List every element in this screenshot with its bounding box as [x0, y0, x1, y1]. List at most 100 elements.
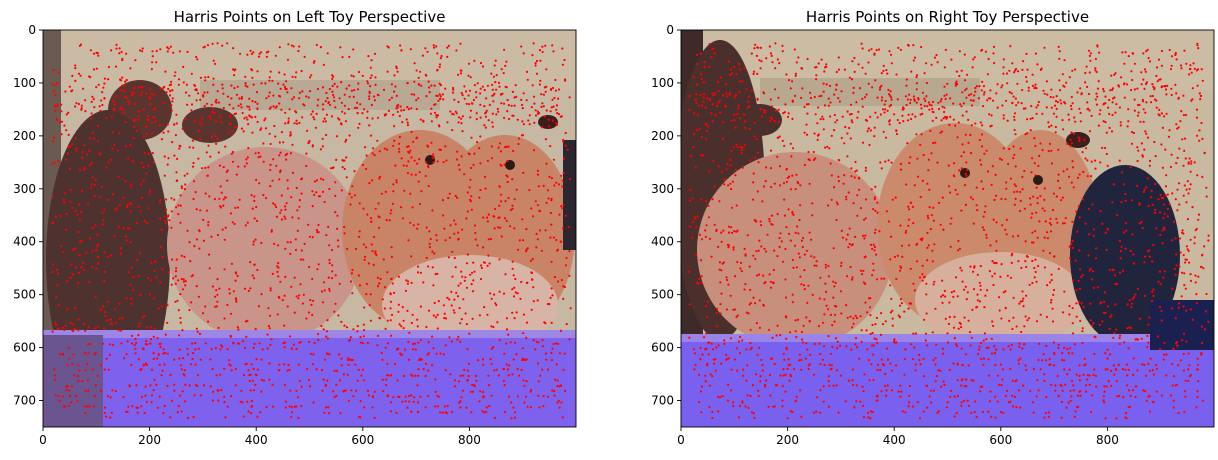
harris-point: [1005, 187, 1008, 190]
harris-point: [995, 92, 998, 95]
harris-point: [93, 395, 96, 398]
harris-point: [443, 312, 446, 315]
harris-point: [1148, 60, 1152, 63]
harris-point: [752, 412, 755, 415]
harris-point: [1030, 216, 1033, 219]
harris-point: [543, 115, 546, 118]
harris-point: [758, 273, 761, 276]
harris-point: [1050, 298, 1053, 302]
harris-point: [168, 219, 171, 222]
harris-point: [86, 153, 89, 156]
harris-point: [849, 315, 852, 318]
harris-point: [198, 332, 202, 336]
harris-point: [77, 102, 80, 106]
harris-point: [232, 290, 235, 293]
harris-point: [1032, 241, 1035, 244]
harris-point: [432, 284, 435, 287]
harris-point: [1054, 100, 1058, 103]
harris-point: [794, 330, 797, 333]
harris-point: [1130, 142, 1133, 145]
harris-point: [848, 227, 851, 230]
harris-point: [838, 100, 842, 103]
harris-point: [1051, 208, 1055, 212]
harris-point: [982, 228, 986, 231]
harris-point: [545, 109, 548, 112]
harris-point: [1151, 400, 1154, 403]
harris-point: [530, 278, 534, 281]
harris-point: [1106, 228, 1109, 231]
harris-point: [502, 379, 505, 383]
harris-point: [441, 93, 444, 96]
harris-point: [209, 358, 212, 361]
harris-point: [93, 405, 96, 408]
harris-point: [1062, 84, 1065, 87]
harris-point: [134, 337, 137, 340]
harris-point: [484, 187, 487, 190]
harris-point: [396, 348, 399, 351]
harris-point: [537, 112, 540, 115]
harris-point: [945, 406, 949, 409]
harris-point: [254, 238, 257, 241]
harris-point: [711, 198, 714, 201]
harris-point: [532, 286, 535, 289]
harris-point: [213, 198, 216, 201]
harris-point: [103, 82, 106, 85]
harris-point: [1011, 62, 1014, 65]
harris-point: [129, 67, 132, 70]
harris-point: [1184, 261, 1187, 264]
harris-point: [476, 82, 479, 85]
harris-point: [717, 90, 720, 93]
harris-point: [81, 150, 84, 153]
harris-point: [389, 374, 392, 377]
harris-point: [455, 112, 458, 115]
harris-point: [78, 168, 82, 171]
harris-point: [884, 160, 887, 163]
harris-point: [101, 103, 104, 107]
harris-point: [226, 95, 230, 98]
harris-point: [92, 98, 95, 101]
harris-point: [1124, 192, 1127, 196]
harris-point: [1079, 268, 1082, 271]
harris-point: [1033, 137, 1036, 140]
harris-point: [1012, 157, 1015, 160]
harris-point: [215, 101, 218, 104]
harris-point: [458, 168, 461, 171]
harris-point: [1153, 98, 1156, 101]
harris-point: [135, 258, 139, 261]
harris-point: [1140, 71, 1143, 74]
harris-point: [533, 102, 536, 105]
harris-point: [361, 342, 365, 345]
harris-point: [1201, 254, 1204, 257]
harris-point: [133, 344, 136, 347]
harris-point: [230, 262, 233, 265]
harris-point: [434, 273, 437, 276]
harris-point: [768, 273, 771, 276]
harris-point: [260, 127, 263, 130]
harris-point: [519, 297, 522, 300]
harris-point: [1094, 374, 1098, 377]
harris-point: [279, 169, 282, 172]
harris-point: [316, 268, 319, 271]
harris-point: [386, 319, 389, 322]
harris-point: [1072, 384, 1075, 387]
harris-point: [341, 56, 344, 59]
harris-point: [80, 190, 84, 193]
harris-point: [990, 415, 993, 418]
harris-point: [835, 305, 838, 308]
harris-point: [247, 369, 250, 372]
harris-point: [891, 198, 894, 201]
harris-point: [1018, 345, 1021, 348]
harris-point: [219, 348, 222, 351]
harris-point: [957, 327, 960, 330]
harris-point: [391, 282, 394, 285]
harris-point: [145, 363, 148, 366]
harris-point: [884, 108, 887, 111]
harris-point: [832, 296, 835, 299]
harris-point: [1088, 54, 1091, 58]
harris-point: [558, 352, 562, 355]
harris-point: [896, 118, 899, 122]
harris-point: [126, 410, 129, 413]
harris-point: [237, 104, 240, 107]
harris-point: [191, 357, 194, 361]
harris-point: [306, 367, 309, 371]
